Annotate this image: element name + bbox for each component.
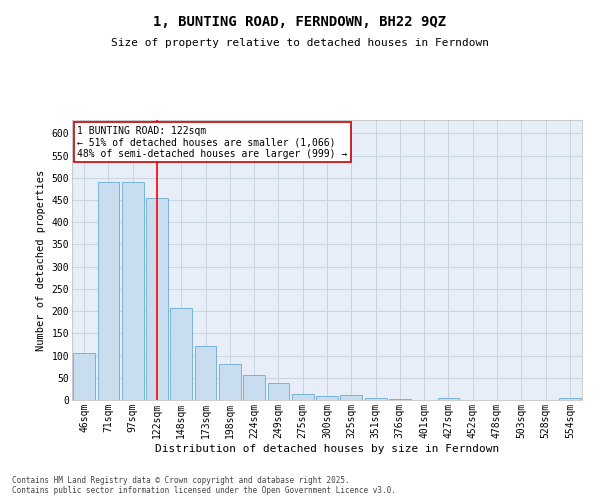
Text: 1 BUNTING ROAD: 122sqm
← 51% of detached houses are smaller (1,066)
48% of semi-: 1 BUNTING ROAD: 122sqm ← 51% of detached… — [77, 126, 347, 159]
X-axis label: Distribution of detached houses by size in Ferndown: Distribution of detached houses by size … — [155, 444, 499, 454]
Text: Contains HM Land Registry data © Crown copyright and database right 2025.
Contai: Contains HM Land Registry data © Crown c… — [12, 476, 396, 495]
Bar — [73, 354, 95, 400]
Bar — [316, 396, 338, 400]
Bar — [122, 182, 143, 400]
Bar — [194, 346, 217, 400]
Bar — [292, 394, 314, 400]
Bar — [365, 398, 386, 400]
Bar — [146, 198, 168, 400]
Bar — [559, 398, 581, 400]
Bar — [437, 398, 460, 400]
Text: Size of property relative to detached houses in Ferndown: Size of property relative to detached ho… — [111, 38, 489, 48]
Text: 1, BUNTING ROAD, FERNDOWN, BH22 9QZ: 1, BUNTING ROAD, FERNDOWN, BH22 9QZ — [154, 15, 446, 29]
Y-axis label: Number of detached properties: Number of detached properties — [36, 170, 46, 350]
Bar — [219, 364, 241, 400]
Bar — [340, 395, 362, 400]
Bar — [97, 182, 119, 400]
Bar — [268, 383, 289, 400]
Bar — [243, 374, 265, 400]
Bar — [389, 399, 411, 400]
Bar — [170, 308, 192, 400]
